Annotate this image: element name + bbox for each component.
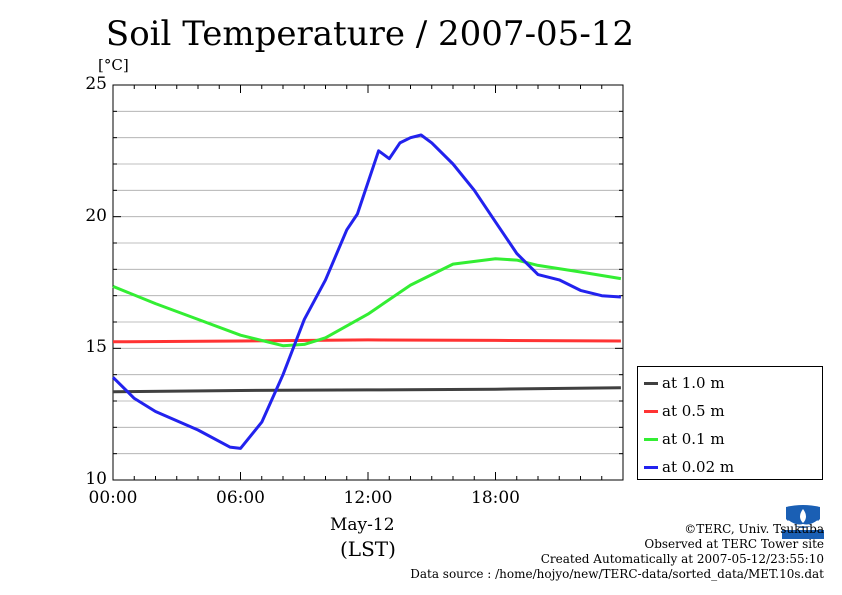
legend-swatch — [644, 381, 658, 385]
legend: at 1.0 m at 0.5 m at 0.1 m at 0.02 m — [637, 366, 823, 480]
y-tick-label: 20 — [85, 205, 107, 226]
legend-item: at 1.0 m — [644, 373, 725, 393]
grid-lines — [113, 110, 623, 455]
credit-org: ©TERC, Univ. Tsukuba — [684, 522, 824, 536]
credits: ©TERC, Univ. Tsukuba Observed at TERC To… — [410, 522, 824, 582]
legend-label: at 0.02 m — [662, 458, 735, 476]
series-line — [112, 386, 621, 394]
credit-site: Observed at TERC Tower site — [644, 537, 824, 551]
series-line — [111, 133, 622, 450]
legend-swatch — [644, 437, 658, 441]
legend-label: at 1.0 m — [662, 374, 725, 392]
legend-item: at 0.5 m — [644, 401, 725, 421]
credit-source: Data source : /home/hojyo/new/TERC-data/… — [410, 567, 824, 581]
y-tick-label: 15 — [85, 337, 107, 358]
x-tick-label: 06:00 — [216, 488, 265, 508]
x-axis-date-label: May-12 — [330, 515, 395, 535]
y-tick-label: 25 — [85, 74, 107, 94]
plot-frame — [112, 84, 624, 481]
chart-title: Soil Temperature / 2007-05-12 — [105, 14, 635, 54]
y-tick-label: 10 — [85, 469, 107, 489]
axis-ticks — [112, 84, 624, 481]
series-line — [112, 257, 622, 348]
terc-logo-icon — [782, 505, 824, 539]
x-tick-label: 00:00 — [88, 488, 138, 508]
x-tick-label: 18:00 — [471, 488, 520, 508]
legend-item: at 0.02 m — [644, 457, 734, 477]
y-axis-unit: [°C] — [98, 56, 129, 74]
legend-swatch — [644, 465, 658, 469]
legend-label: at 0.5 m — [662, 402, 725, 420]
legend-swatch — [644, 409, 658, 413]
series-lines — [111, 133, 622, 450]
x-axis-zone-label: (LST) — [340, 537, 396, 561]
series-line — [112, 338, 621, 344]
legend-item: at 0.1 m — [644, 429, 725, 449]
legend-label: at 0.1 m — [662, 430, 725, 448]
credit-created: Created Automatically at 2007-05-12/23:5… — [540, 552, 824, 566]
x-tick-label: 12:00 — [343, 488, 393, 508]
